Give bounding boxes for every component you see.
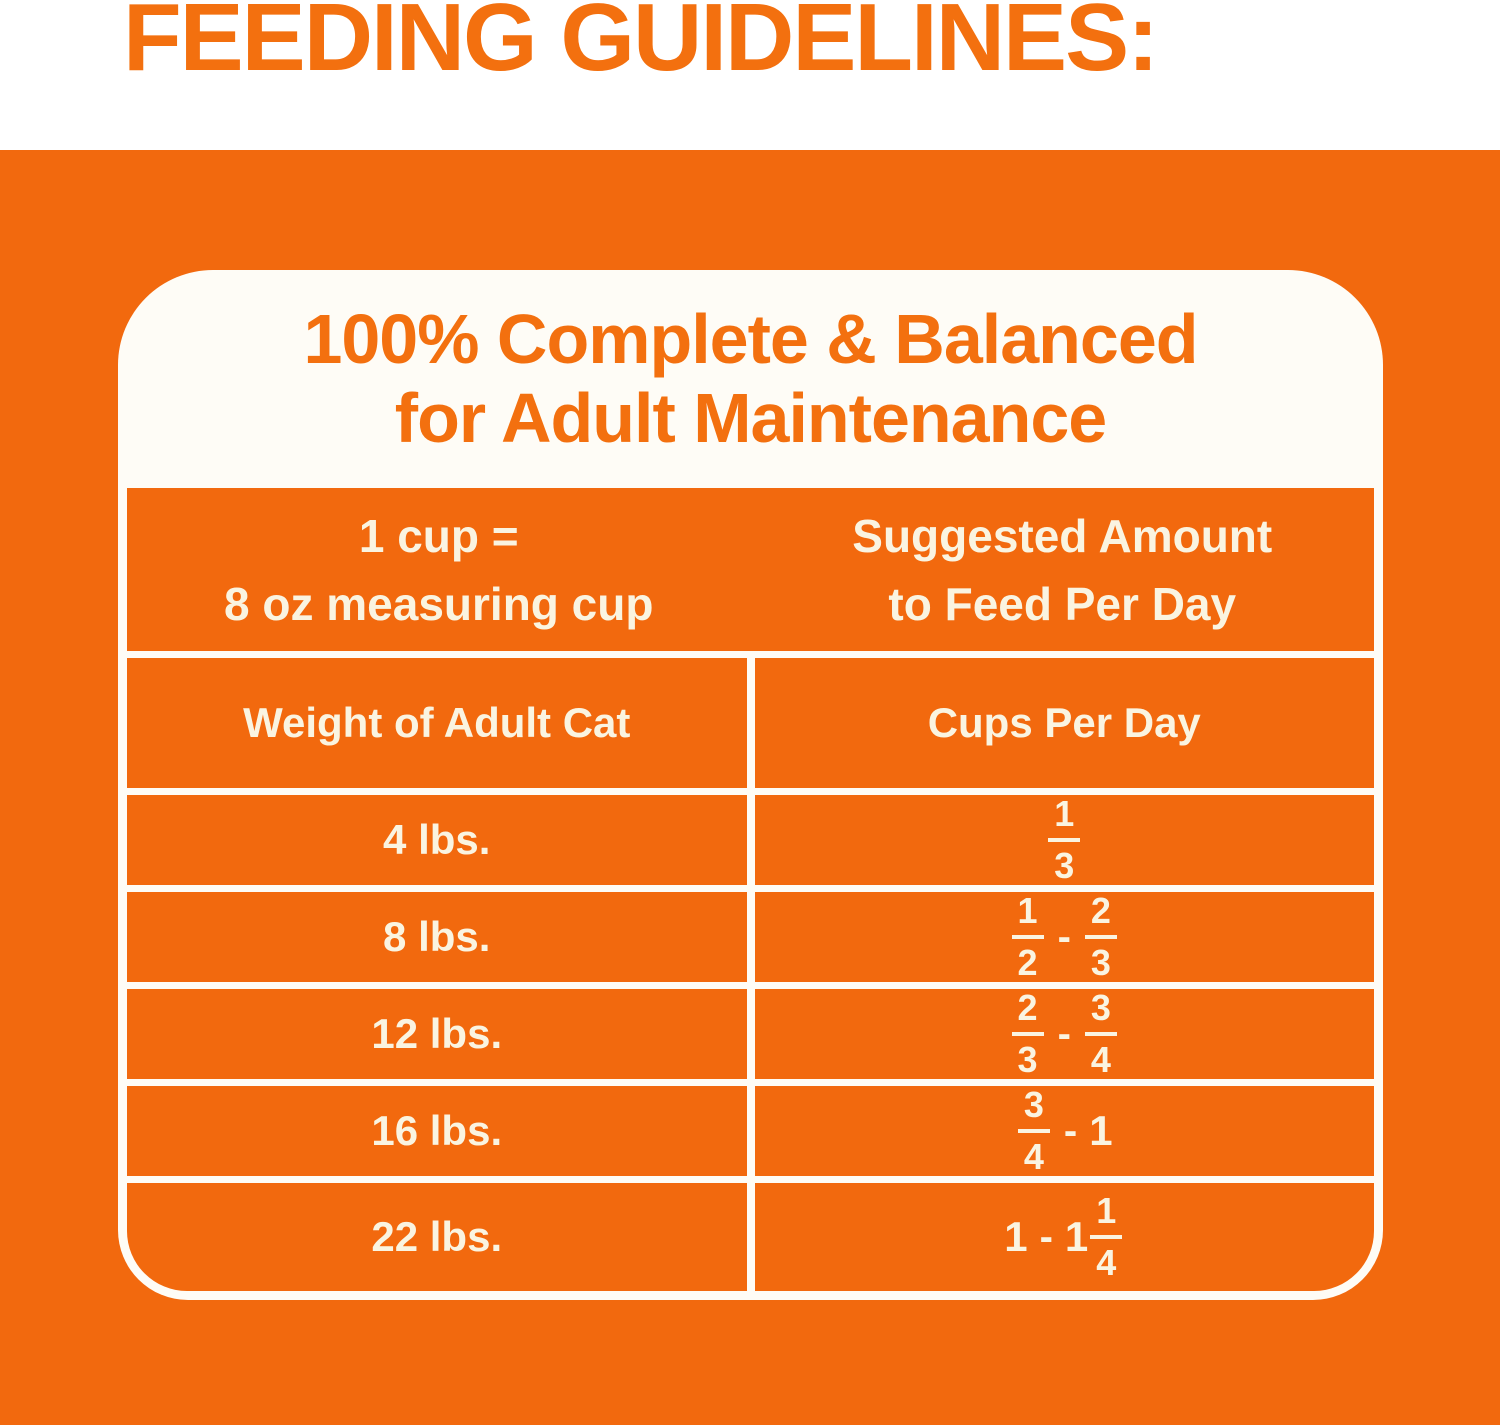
page-title: FEEDING GUIDELINES:: [123, 0, 1159, 91]
suggested-amount-line1: Suggested Amount: [852, 509, 1273, 562]
fraction-numerator: 2: [1084, 893, 1117, 939]
table-row: 16 lbs. 3 4-1: [127, 1086, 1374, 1176]
weight-value: 16 lbs.: [127, 1086, 747, 1176]
weight-value: 12 lbs.: [127, 989, 747, 1079]
whole-number: 1: [1089, 1107, 1113, 1154]
card-heading-line2: for Adult Maintenance: [394, 379, 1107, 457]
suggested-amount-header: Suggested Amount to Feed Per Day: [751, 488, 1375, 651]
fraction-denominator: 3: [1054, 845, 1075, 886]
card-heading: 100% Complete & Balanced for Adult Maint…: [127, 270, 1374, 488]
weight-value: 4 lbs.: [127, 795, 747, 885]
fraction-numerator: 1: [1090, 1193, 1123, 1239]
fraction-numerator: 1: [1048, 796, 1081, 842]
whole-number: 1: [1004, 1213, 1028, 1260]
guidelines-card: 100% Complete & Balanced for Adult Maint…: [118, 270, 1383, 1300]
column-header-cups: Cups Per Day: [754, 658, 1374, 788]
orange-background: 100% Complete & Balanced for Adult Maint…: [0, 150, 1500, 1425]
fraction-numerator: 2: [1011, 990, 1044, 1036]
top-band: FEEDING GUIDELINES:: [0, 0, 1500, 150]
range-dash: -: [1039, 1214, 1053, 1259]
fraction-denominator: 2: [1017, 942, 1038, 983]
fraction-denominator: 4: [1023, 1136, 1044, 1177]
fraction-denominator: 3: [1017, 1039, 1038, 1080]
range-dash: -: [1063, 1108, 1078, 1153]
card-heading-line1: 100% Complete & Balanced: [303, 300, 1198, 378]
table-header-bar: 1 cup = 8 oz measuring cup Suggested Amo…: [127, 488, 1374, 651]
suggested-amount-line2: to Feed Per Day: [888, 577, 1237, 630]
table-row: 12 lbs. 2 3-3 4: [127, 989, 1374, 1079]
fraction-denominator: 3: [1090, 942, 1111, 983]
table-row: 22 lbs. 1-1 1 4: [127, 1183, 1374, 1291]
range-dash: -: [1057, 1011, 1071, 1056]
weight-value: 22 lbs.: [127, 1183, 747, 1291]
fraction-numerator: 3: [1084, 990, 1117, 1036]
range-dash: -: [1057, 914, 1071, 959]
fraction-denominator: 4: [1096, 1242, 1117, 1283]
fraction-numerator: 1: [1011, 893, 1044, 939]
cup-definition-header: 1 cup = 8 oz measuring cup: [127, 488, 751, 651]
table-row: 4 lbs. 1 3: [127, 795, 1374, 885]
cup-definition-line2: 8 oz measuring cup: [224, 577, 654, 630]
table-body: 4 lbs. 1 3 8 lbs. 1 2-2 3 12 lbs. 2 3-3 4 16 lbs. 3 4…: [127, 795, 1374, 1291]
fraction-denominator: 4: [1090, 1039, 1111, 1080]
column-header-weight: Weight of Adult Cat: [127, 658, 747, 788]
weight-value: 8 lbs.: [127, 892, 747, 982]
cup-definition-line1: 1 cup =: [358, 509, 519, 562]
table-row: 8 lbs. 1 2-2 3: [127, 892, 1374, 982]
column-header-row: Weight of Adult Cat Cups Per Day: [127, 658, 1374, 788]
whole-number: 1: [1064, 1213, 1089, 1260]
fraction-numerator: 3: [1017, 1087, 1050, 1133]
